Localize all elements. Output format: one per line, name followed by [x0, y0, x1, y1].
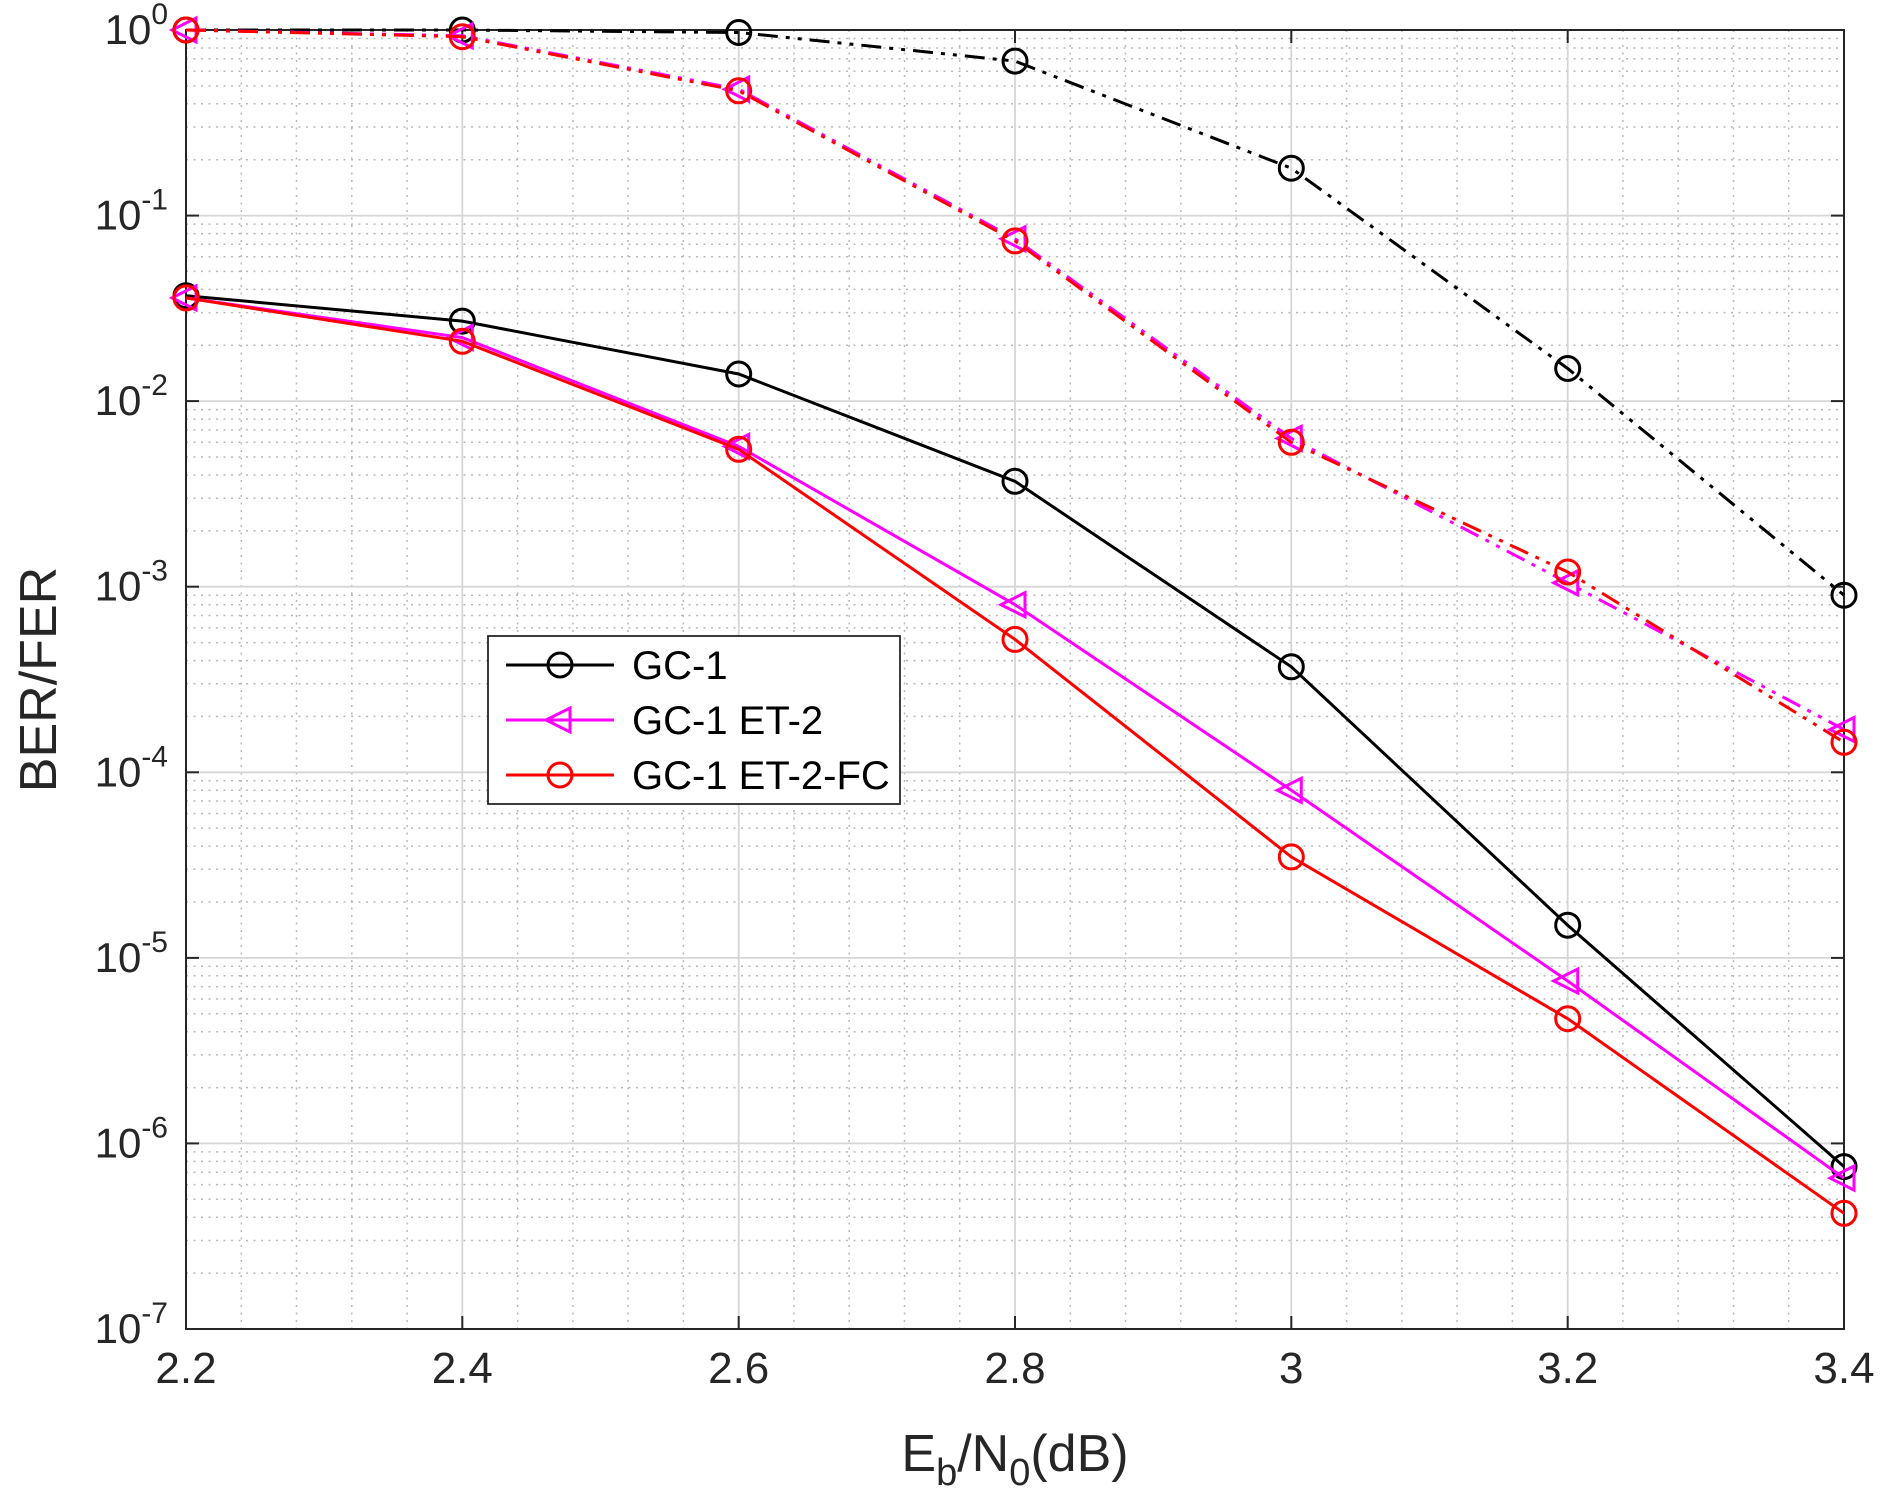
marker-circle-gc-1 [725, 360, 753, 388]
legend-entry-gc-1-et-2-fc: GC-1 ET-2-FC [506, 754, 890, 798]
marker-circle-gc-1-fer [725, 19, 753, 46]
series-line-gc-1-et-2-fc-fer [185, 28, 1845, 744]
marker-triangle-left-gc-1-et-2-fer [1826, 715, 1856, 744]
marker-triangle-left-gc-1-et-2-fer [1550, 568, 1580, 598]
x-tick-label: 3.4 [1813, 1344, 1874, 1393]
marker-circle-gc-1 [1001, 467, 1029, 495]
marker-triangle-left-gc-1-et-2 [1826, 1163, 1856, 1193]
marker-circle-gc-1-fer [1830, 581, 1858, 609]
marker-triangle-left-legend-gc-1-et-2 [542, 705, 572, 735]
marker-circle-gc-1 [1830, 1153, 1858, 1181]
y-tick-label: 10-3 [95, 555, 168, 610]
x-tick-label: 2.4 [432, 1344, 493, 1393]
x-tick-label: 3.2 [1537, 1344, 1598, 1393]
marker-triangle-left-gc-1-et-2 [997, 590, 1027, 620]
x-tick-label: 3 [1279, 1344, 1303, 1393]
marker-triangle-left-gc-1-et-2 [721, 431, 751, 461]
x-tick-label: 2.8 [984, 1344, 1045, 1393]
marker-circle-gc-1-et-2-fc [1830, 1199, 1858, 1227]
marker-triangle-left-gc-1-et-2-fer [721, 74, 751, 104]
marker-circle-legend-gc-1 [546, 651, 574, 679]
marker-circle-gc-1-et-2-fc [1277, 843, 1305, 871]
legend-label-gc-1-et-2-fc: GC-1 ET-2-FC [632, 754, 890, 798]
marker-triangle-left-gc-1-et-2 [168, 283, 198, 313]
marker-circle-gc-1-fer [1001, 47, 1029, 75]
marker-triangle-left-gc-1-et-2-fer [444, 21, 474, 51]
marker-circle-gc-1-et-2-fc-fer [1554, 558, 1582, 586]
marker-circle-gc-1-et-2-fc-fer [172, 16, 200, 44]
marker-triangle-left-gc-1-et-2-fer [997, 224, 1027, 254]
marker-circle-gc-1 [448, 307, 476, 335]
marker-circle-gc-1-et-2-fc-fer [1277, 428, 1305, 456]
marker-circle-gc-1-fer [1554, 355, 1582, 382]
marker-circle-gc-1-et-2-fc-fer [448, 23, 476, 51]
legend: GC-1 GC-1 ET-2 GC-1 ET-2-FC [487, 635, 901, 805]
legend-label-gc-1: GC-1 [632, 644, 728, 688]
marker-circle-gc-1-et-2-fc-fer [725, 77, 753, 105]
x-axis-label: Eb/N0(dB) [901, 1425, 1128, 1494]
marker-circle-gc-1 [1554, 911, 1582, 939]
legend-entry-gc-1-et-2: GC-1 ET-2 [506, 699, 823, 743]
series-line-gc-1-et-2-fc [185, 296, 1845, 1215]
marker-circle-gc-1-et-2-fc [1554, 1005, 1582, 1033]
x-tick-label: 2.2 [155, 1344, 216, 1393]
marker-circle-gc-1-et-2-fc [448, 327, 476, 355]
legend-label-gc-1-et-2: GC-1 ET-2 [632, 699, 823, 743]
marker-circle-gc-1-et-2-fc-fer [1001, 227, 1029, 255]
legend-entry-gc-1: GC-1 [506, 644, 728, 688]
x-tick-label: 2.6 [708, 1344, 769, 1393]
marker-circle-gc-1-et-2-fc-fer [1830, 728, 1858, 756]
series-line-gc-1-et-2 [185, 296, 1845, 1180]
marker-circle-gc-1-et-2-fc [172, 284, 200, 312]
marker-triangle-left-gc-1-et-2 [1273, 775, 1303, 805]
marker-circle-gc-1-et-2-fc [1001, 625, 1029, 653]
marker-circle-gc-1 [1277, 653, 1305, 681]
marker-circle-gc-1-et-2-fc [725, 435, 753, 463]
marker-circle-gc-1-fer [1277, 154, 1305, 182]
marker-triangle-left-gc-1-et-2 [1550, 966, 1580, 996]
y-axis-label: BER/FER [10, 567, 68, 792]
series-line-gc-1 [185, 294, 1845, 1168]
marker-circle-legend-gc-1-et-2-fc [546, 761, 574, 789]
